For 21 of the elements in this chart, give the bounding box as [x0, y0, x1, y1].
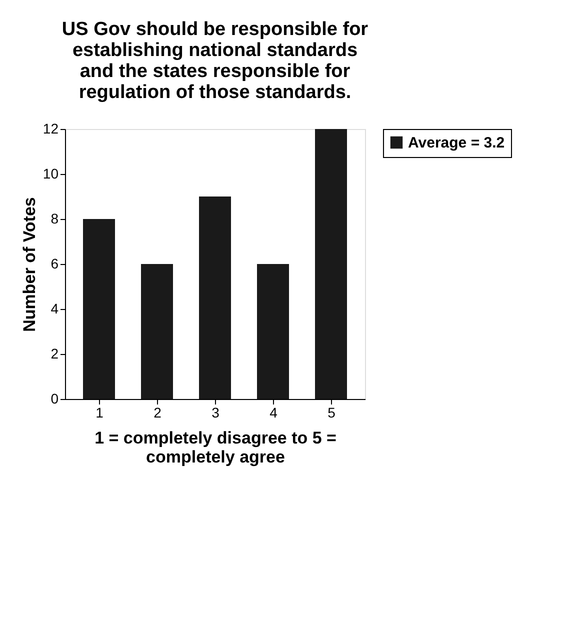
bar	[315, 129, 347, 399]
y-tick-label: 2	[50, 346, 59, 362]
bar	[83, 219, 115, 399]
bar	[141, 264, 173, 399]
chart-title: US Gov should be responsible for establishing national standards and the states responsible for regulation of those standards.	[62, 19, 369, 103]
y-tick-label: 8	[50, 210, 59, 226]
x-tick-label: 2	[154, 404, 162, 420]
x-tick-label: 5	[328, 404, 336, 420]
x-tick-label: 1	[96, 404, 104, 420]
x-axis-title: 1 = completely disagree to 5 = completely agree	[94, 428, 337, 466]
y-tick-label: 12	[42, 120, 59, 136]
y-tick-label: 10	[42, 166, 59, 182]
y-axis-title: Number of Votes	[20, 197, 39, 332]
x-tick-label: 3	[212, 404, 220, 420]
bar	[199, 196, 231, 399]
x-tick-label: 4	[270, 404, 278, 420]
y-tick-label: 0	[50, 390, 59, 406]
y-tick-label: 6	[50, 256, 59, 272]
legend-label: Average = 3.2	[408, 134, 505, 152]
y-tick-label: 4	[50, 300, 59, 316]
bar	[257, 264, 289, 399]
